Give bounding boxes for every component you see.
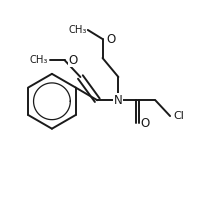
Text: N: N	[114, 94, 123, 107]
Text: O: O	[106, 32, 116, 46]
Text: O: O	[140, 117, 149, 130]
Text: Cl: Cl	[173, 111, 184, 121]
Text: CH₃: CH₃	[29, 55, 48, 65]
Text: CH₃: CH₃	[68, 25, 87, 35]
Text: O: O	[68, 54, 78, 67]
